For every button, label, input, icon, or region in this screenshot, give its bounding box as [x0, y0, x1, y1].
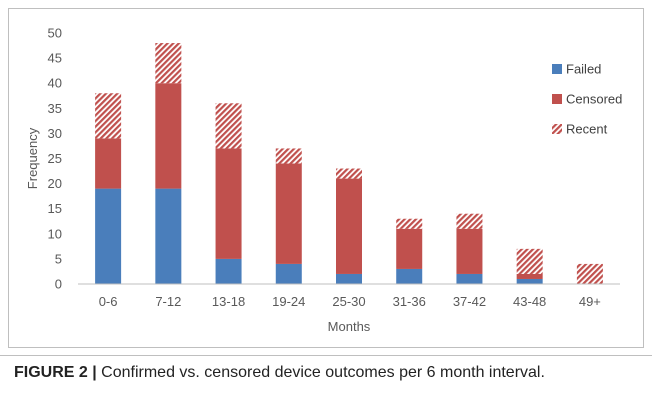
bar-segment-recent-19-24 — [275, 148, 302, 164]
legend-swatch-failed — [552, 64, 562, 74]
x-tick-label: 13-18 — [212, 294, 245, 309]
x-tick-label: 19-24 — [272, 294, 305, 309]
legend-swatch-recent — [552, 124, 562, 134]
y-tick-label: 30 — [48, 126, 62, 141]
bar-segment-censored-43-48 — [516, 273, 543, 279]
bar-segment-censored-0-6 — [95, 138, 122, 189]
x-tick-label: 0-6 — [99, 294, 118, 309]
bar-segment-recent-13-18 — [215, 103, 242, 149]
legend-label-recent: Recent — [566, 122, 608, 137]
bar-segment-failed-37-42 — [456, 273, 483, 284]
figure-caption: FIGURE 2 | Confirmed vs. censored device… — [14, 364, 644, 382]
x-tick-label: 7-12 — [155, 294, 181, 309]
y-tick-label: 35 — [48, 101, 62, 116]
bar-segment-censored-19-24 — [275, 163, 302, 264]
bar-segment-recent-37-42 — [456, 213, 483, 229]
y-tick-label: 0 — [55, 277, 62, 292]
x-tick-label: 49+ — [579, 294, 601, 309]
bar-segment-failed-7-12 — [155, 188, 182, 284]
bar-segment-recent-25-30 — [336, 168, 362, 179]
x-tick-label: 31-36 — [393, 294, 426, 309]
y-tick-label: 15 — [48, 201, 62, 216]
bar-segment-censored-7-12 — [155, 83, 182, 189]
x-axis-title: Months — [328, 319, 371, 334]
bar-segment-recent-49+ — [576, 263, 603, 284]
x-axis-ticks: 0-6 7-12 13-18 19-24 25-30 31-36 37-42 43-48 49+ — [99, 294, 601, 309]
bar-segment-failed-19-24 — [275, 263, 302, 284]
bar-segment-recent-43-48 — [516, 248, 543, 274]
bar-segment-failed-13-18 — [215, 258, 242, 284]
legend-label-censored: Censored — [566, 92, 622, 107]
bars — [95, 43, 603, 284]
y-axis-title: Frequency — [25, 127, 40, 189]
y-tick-label: 50 — [48, 26, 62, 41]
bar-segment-censored-13-18 — [215, 148, 242, 259]
legend: Failed Censored Recent — [552, 62, 622, 137]
y-tick-label: 45 — [48, 51, 62, 66]
x-tick-label: 43-48 — [513, 294, 546, 309]
y-tick-label: 40 — [48, 76, 62, 91]
bar-segment-failed-25-30 — [336, 273, 362, 284]
bar-segment-recent-31-36 — [396, 218, 423, 229]
caption-text: Confirmed vs. censored device outcomes p… — [96, 364, 545, 381]
bar-segment-censored-37-42 — [456, 228, 483, 274]
chart-frame — [8, 8, 644, 348]
bar-segment-censored-25-30 — [336, 178, 362, 274]
y-tick-label: 25 — [48, 151, 62, 166]
bar-segment-recent-0-6 — [95, 93, 122, 139]
caption-label: FIGURE 2 | — [14, 364, 97, 381]
caption-divider — [0, 355, 652, 356]
y-tick-label: 10 — [48, 226, 62, 241]
legend-swatch-censored — [552, 94, 562, 104]
y-tick-label: 5 — [55, 251, 62, 266]
bar-segment-censored-31-36 — [396, 228, 423, 269]
x-tick-label: 37-42 — [453, 294, 486, 309]
bar-segment-failed-0-6 — [95, 188, 122, 284]
y-axis-ticks: 0 5 10 15 20 25 30 35 40 45 50 — [48, 26, 62, 292]
bar-segment-failed-31-36 — [396, 268, 423, 284]
y-tick-label: 20 — [48, 176, 62, 191]
x-tick-label: 25-30 — [332, 294, 365, 309]
legend-label-failed: Failed — [566, 62, 601, 77]
bar-segment-failed-43-48 — [516, 278, 543, 284]
bar-segment-recent-7-12 — [155, 43, 182, 84]
